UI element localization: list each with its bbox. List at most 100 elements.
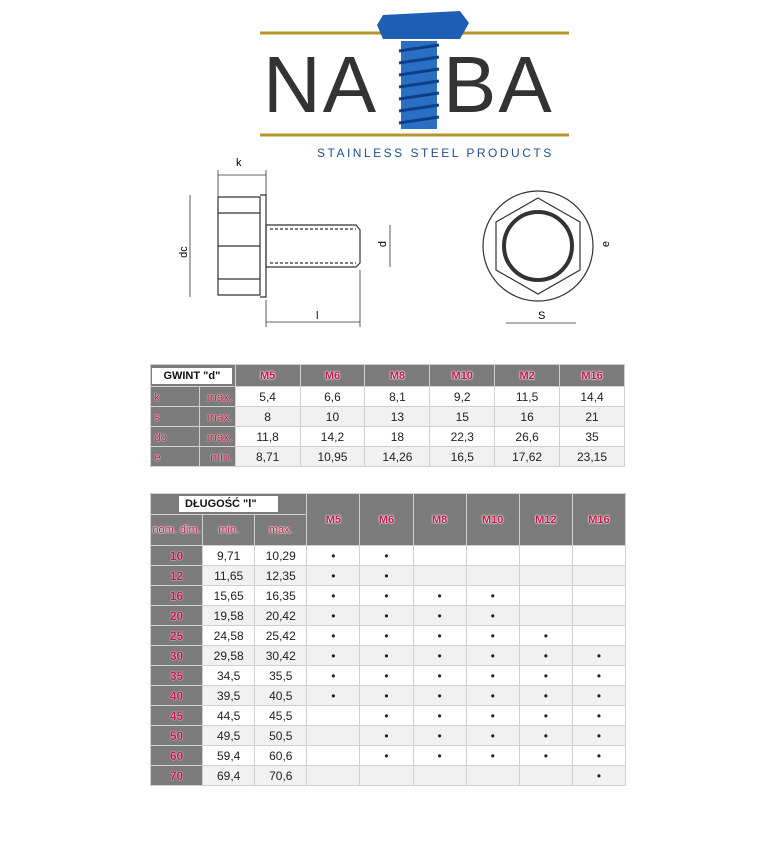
table-row: 25 24,58 25,42 • • • • • xyxy=(149,625,627,646)
availability-cell-m10: • xyxy=(465,645,520,666)
availability-cell-m6: • xyxy=(359,665,414,686)
row-label: k xyxy=(150,386,200,407)
cell-min: 39,5 xyxy=(202,685,256,706)
cell-max: 50,5 xyxy=(254,725,308,746)
availability-cell-m10: • xyxy=(465,705,520,726)
column-header-m5: M5 xyxy=(306,493,361,546)
cell-max: 16,35 xyxy=(254,585,308,606)
bolt-drawing xyxy=(189,170,594,327)
label-s: S xyxy=(538,310,546,322)
cell-max: 60,6 xyxy=(254,745,308,766)
availability-cell-m10: • xyxy=(465,605,520,626)
availability-cell-m12: • xyxy=(518,745,573,766)
row-qualifier: max. xyxy=(198,406,236,427)
availability-cell-m10: • xyxy=(465,665,520,686)
label-k: k xyxy=(236,157,242,169)
availability-cell-m12: • xyxy=(518,685,573,706)
label-l: l xyxy=(316,310,319,322)
header-min: min. xyxy=(202,514,256,546)
availability-cell-m16: • xyxy=(571,665,627,686)
table-cell: 10 xyxy=(299,406,366,427)
table-row: 16 15,65 16,35 • • • • xyxy=(149,585,627,606)
cell-nom: 60 xyxy=(149,745,204,766)
availability-cell-m16 xyxy=(571,565,627,586)
table-cell: 17,62 xyxy=(494,446,561,467)
column-header-m10: M10 xyxy=(465,493,520,546)
availability-cell-m12: • xyxy=(518,625,573,646)
table-cell: 26,6 xyxy=(494,426,561,447)
availability-cell-m12: • xyxy=(518,705,573,726)
table-cell: 14,2 xyxy=(299,426,366,447)
label-d: d xyxy=(377,240,390,248)
cell-max: 35,5 xyxy=(254,665,308,686)
availability-cell-m6: • xyxy=(359,565,414,586)
table-row: 10 9,71 10,29 • • xyxy=(149,545,627,566)
availability-cell-m6: • xyxy=(359,745,414,766)
column-header-m5: M5 xyxy=(234,364,301,387)
table-row: e min. 8,71 10,95 14,26 16,5 17,62 23,15 xyxy=(150,446,625,467)
availability-cell-m5: • xyxy=(306,645,361,666)
logo-text-left: NA xyxy=(263,40,379,129)
cell-nom: 20 xyxy=(149,605,204,626)
table1-title: GWINT "d" xyxy=(152,367,232,384)
availability-cell-m8: • xyxy=(412,745,467,766)
table-row: 50 49,5 50,5 • • • • • xyxy=(149,725,627,746)
logo-tagline: STAINLESS STEEL PRODUCTS xyxy=(317,146,554,160)
availability-cell-m8: • xyxy=(412,705,467,726)
table2-title: DŁUGOŚĆ "l" xyxy=(179,496,279,512)
availability-cell-m8: • xyxy=(412,585,467,606)
row-qualifier: min. xyxy=(198,446,236,467)
table-cell: 22,3 xyxy=(429,426,496,447)
availability-cell-m5: • xyxy=(306,565,361,586)
availability-cell-m16 xyxy=(571,625,627,646)
cell-min: 15,65 xyxy=(202,585,256,606)
availability-cell-m16 xyxy=(571,585,627,606)
table-row: 35 34,5 35,5 • • • • • • xyxy=(149,665,627,686)
table-row: 70 69,4 70,6 • xyxy=(149,765,627,786)
cell-max: 25,42 xyxy=(254,625,308,646)
availability-cell-m8: • xyxy=(412,685,467,706)
cell-max: 45,5 xyxy=(254,705,308,726)
availability-cell-m10: • xyxy=(465,725,520,746)
table-cell: 8 xyxy=(234,406,301,427)
table-cell: 11,5 xyxy=(494,386,561,407)
availability-cell-m16 xyxy=(571,545,627,566)
column-header-m16: M16 xyxy=(571,493,627,546)
availability-cell-m5: • xyxy=(306,545,361,566)
cell-nom: 45 xyxy=(149,705,204,726)
availability-cell-m12: • xyxy=(518,725,573,746)
table-cell: 14,4 xyxy=(559,386,625,407)
availability-cell-m8: • xyxy=(412,625,467,646)
availability-cell-m5: • xyxy=(306,585,361,606)
availability-cell-m16: • xyxy=(571,725,627,746)
column-header-m10: M10 xyxy=(429,364,496,387)
table-row: 60 59,4 60,6 • • • • • xyxy=(149,745,627,766)
availability-cell-m5 xyxy=(306,725,361,746)
availability-cell-m5 xyxy=(306,705,361,726)
logo-text-right: BA xyxy=(443,40,554,129)
availability-cell-m16: • xyxy=(571,705,627,726)
table-row: 45 44,5 45,5 • • • • • xyxy=(149,705,627,726)
availability-cell-m12 xyxy=(518,585,573,606)
table-cell: 23,15 xyxy=(559,446,625,467)
availability-cell-m5: • xyxy=(306,685,361,706)
cell-nom: 12 xyxy=(149,565,204,586)
cell-nom: 25 xyxy=(149,625,204,646)
availability-cell-m6: • xyxy=(359,585,414,606)
table-row: 20 19,58 20,42 • • • • xyxy=(149,605,627,626)
table-row: 30 29,58 30,42 • • • • • • xyxy=(149,645,627,666)
logo-graphic xyxy=(260,11,569,137)
label-dc: dc xyxy=(177,246,190,258)
availability-cell-m8: • xyxy=(412,665,467,686)
column-header-m8: M8 xyxy=(364,364,431,387)
cell-min: 34,5 xyxy=(202,665,256,686)
cell-max: 30,42 xyxy=(254,645,308,666)
table-row: s max. 8 10 13 15 16 21 xyxy=(150,406,625,427)
cell-min: 11,65 xyxy=(202,565,256,586)
cell-min: 9,71 xyxy=(202,545,256,566)
table-cell: 15 xyxy=(429,406,496,427)
availability-cell-m6: • xyxy=(359,725,414,746)
cell-nom: 50 xyxy=(149,725,204,746)
table-cell: 16,5 xyxy=(429,446,496,467)
table-cell: 8,1 xyxy=(364,386,431,407)
